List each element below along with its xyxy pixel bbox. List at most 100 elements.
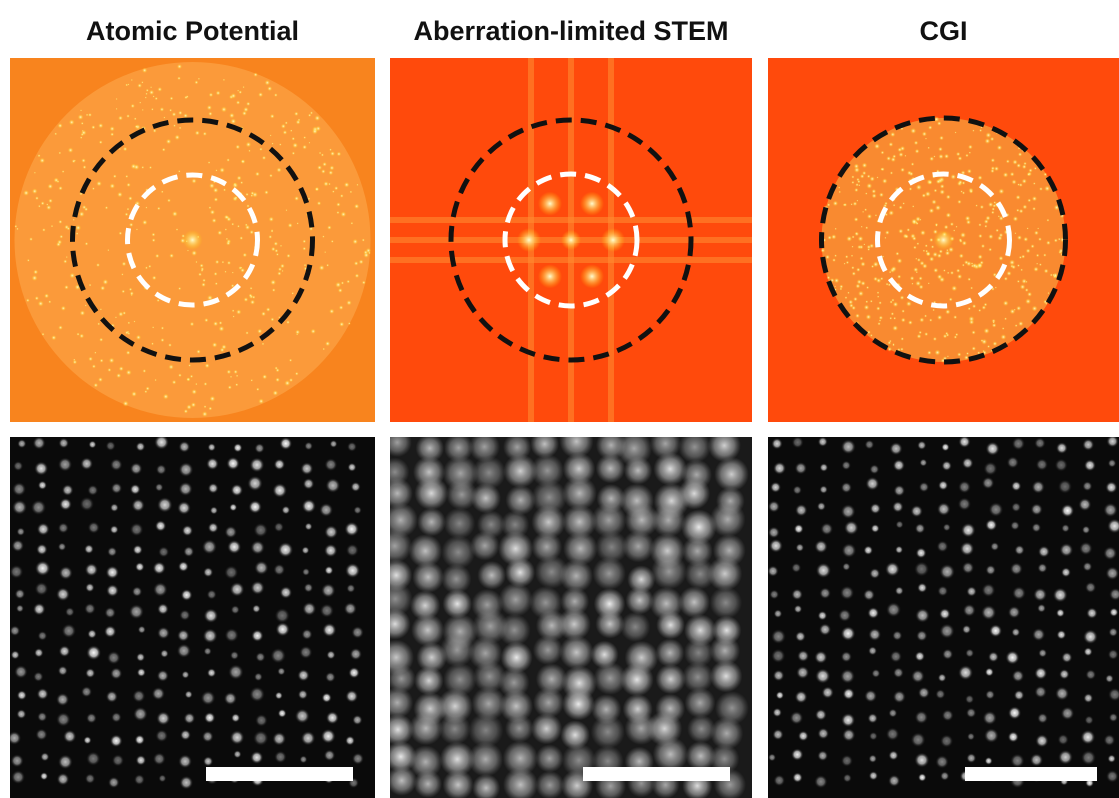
atom	[989, 624, 1003, 638]
atom	[203, 608, 219, 624]
speckle	[175, 228, 179, 231]
speckle	[126, 207, 130, 211]
atom	[910, 732, 926, 748]
atom	[137, 625, 146, 634]
atom	[61, 623, 77, 639]
atom-blob	[559, 437, 594, 459]
speckle	[235, 374, 239, 378]
speckle	[142, 369, 147, 373]
speckle	[888, 210, 895, 216]
atom	[1037, 712, 1049, 724]
atom	[87, 521, 100, 534]
atom	[1054, 686, 1070, 701]
speckle	[81, 158, 86, 163]
atom	[884, 561, 901, 577]
speckle	[850, 203, 853, 206]
atom	[84, 562, 99, 577]
speckle	[117, 191, 123, 198]
speckle	[289, 129, 293, 132]
atom	[1005, 650, 1020, 665]
atom-blob	[471, 686, 506, 721]
atom-blob	[709, 586, 743, 620]
atom	[1011, 586, 1027, 601]
speckle	[946, 355, 949, 358]
speckle	[37, 154, 41, 158]
speckle	[334, 186, 339, 191]
speckle	[320, 153, 324, 157]
outer-ring	[819, 115, 1068, 365]
atom	[867, 606, 880, 620]
atom	[274, 750, 287, 764]
atom	[794, 461, 808, 475]
atom-blob	[500, 641, 533, 674]
speckle	[888, 270, 892, 274]
atom	[88, 440, 97, 449]
speckle	[186, 249, 189, 252]
speckle	[1016, 163, 1022, 168]
speckle	[249, 286, 253, 290]
atom	[888, 708, 898, 718]
speckle	[14, 224, 18, 228]
atom-blob	[498, 582, 533, 617]
atom-blob	[414, 476, 449, 511]
speckle	[905, 300, 912, 307]
atom	[1037, 545, 1051, 558]
speckle	[39, 157, 46, 164]
speckle	[1032, 206, 1036, 211]
atom-blob	[709, 743, 740, 774]
speckle	[939, 135, 944, 141]
speckle	[349, 190, 353, 194]
speckle	[1004, 317, 1008, 321]
speckle	[256, 387, 260, 391]
speckle	[303, 136, 307, 139]
atom	[775, 691, 785, 700]
atom-blob	[682, 661, 714, 693]
speckle	[897, 274, 902, 279]
speckle	[916, 258, 921, 262]
atom	[35, 728, 48, 741]
speckle	[948, 297, 953, 302]
speckle	[889, 316, 893, 320]
speckle	[1037, 227, 1040, 230]
speckle	[76, 332, 80, 336]
atom	[250, 750, 264, 765]
speckle	[330, 239, 334, 243]
speckle	[248, 293, 253, 298]
speckle	[855, 283, 861, 289]
atom	[772, 707, 783, 718]
atom-blob	[595, 530, 628, 564]
speckle	[1012, 159, 1018, 165]
atom	[202, 628, 218, 644]
atom-blob	[714, 691, 749, 726]
speckle	[936, 121, 942, 126]
speckle	[1018, 182, 1023, 187]
atom-blob	[590, 714, 625, 749]
speckle	[820, 248, 826, 253]
atom-blob	[709, 635, 741, 667]
speckle	[311, 128, 318, 135]
speckle	[226, 158, 230, 162]
atom	[156, 669, 169, 682]
atom	[36, 522, 50, 536]
speckle	[169, 108, 173, 112]
atom	[1011, 437, 1026, 451]
atom	[961, 561, 975, 575]
atom	[55, 587, 71, 602]
atom-blob	[707, 437, 741, 463]
speckle	[314, 186, 320, 192]
atom	[272, 482, 288, 498]
speckle	[178, 373, 182, 378]
atom-blob	[503, 453, 538, 489]
atom-blob	[408, 534, 443, 568]
speckle	[240, 159, 246, 164]
speckle	[255, 171, 260, 177]
speckle	[977, 254, 983, 260]
atom	[178, 481, 193, 497]
atom	[1034, 666, 1048, 680]
speckle	[208, 92, 214, 98]
speckle	[869, 176, 875, 182]
speckle	[356, 183, 359, 186]
atom-blob	[678, 477, 711, 510]
atom	[223, 691, 238, 706]
speckle	[1005, 159, 1010, 164]
